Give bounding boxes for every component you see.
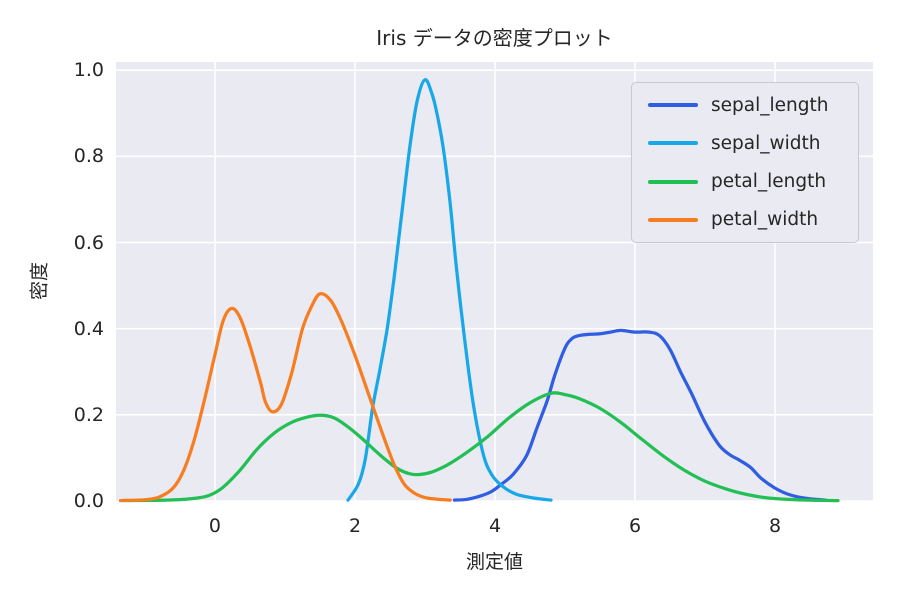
legend-item-sepal_length: sepal_length (632, 93, 858, 117)
legend-label: petal_width (711, 209, 819, 231)
x-tick-label: 4 (488, 515, 502, 537)
legend-item-petal_length: petal_length (632, 170, 858, 194)
x-tick-label: 8 (768, 515, 782, 537)
legend-item-petal_width: petal_width (632, 208, 858, 232)
legend-line-icon (648, 141, 698, 146)
legend-label: sepal_length (711, 94, 829, 116)
kde-curve-petal_width (118, 291, 452, 503)
legend-line-icon (648, 217, 698, 222)
legend-label: sepal_width (711, 132, 821, 154)
x-tick-label: 6 (628, 515, 642, 537)
y-tick-label: 0.0 (73, 490, 104, 512)
x-axis-label: 測定値 (465, 551, 523, 573)
y-axis-label: 密度 (28, 261, 51, 301)
legend-line-icon (648, 103, 698, 107)
legend-item-sepal_width: sepal_width (632, 131, 858, 155)
x-tick-label: 2 (348, 515, 362, 537)
kde-curve-sepal_length (452, 328, 828, 502)
y-tick-label: 0.2 (73, 403, 104, 426)
y-tick-label: 0.4 (73, 317, 104, 340)
chart-title: Iris データの密度プロット (376, 26, 613, 50)
y-tick-label: 1.0 (73, 59, 104, 82)
kde-curve-sepal_width (346, 78, 553, 502)
legend-label: petal_length (711, 171, 827, 193)
y-tick-label: 0.8 (73, 145, 104, 168)
kde-curve-petal_length (122, 391, 840, 503)
x-tick-label: 0 (208, 515, 222, 537)
legend-line-icon (648, 179, 698, 184)
y-tick-label: 0.6 (73, 231, 104, 254)
